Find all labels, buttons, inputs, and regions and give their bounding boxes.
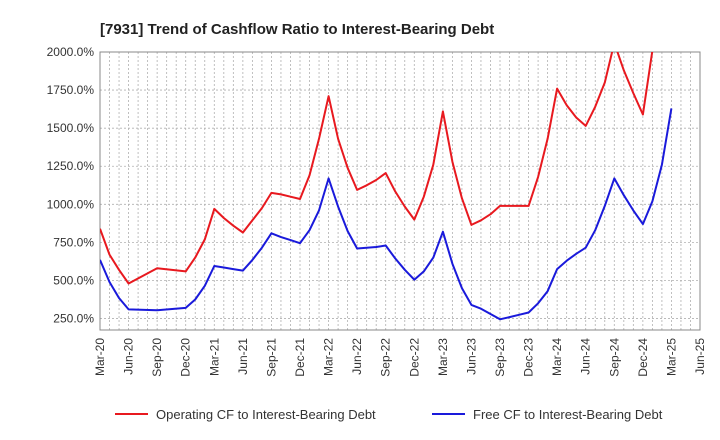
- x-tick-label: Jun-21: [236, 338, 250, 375]
- x-tick-label: Jun-25: [693, 338, 707, 375]
- x-tick-label: Mar-25: [664, 338, 678, 376]
- x-tick-label: Jun-24: [579, 338, 593, 375]
- x-tick-label: Dec-21: [293, 338, 307, 377]
- chart-title: [7931] Trend of Cashflow Ratio to Intere…: [100, 21, 494, 38]
- series-line-operating-cf: [100, 52, 654, 285]
- y-tick-label: 500.0%: [53, 273, 94, 287]
- plot-area-frame: [99, 51, 701, 331]
- x-tick-label: Mar-22: [322, 338, 336, 376]
- legend-label-operating-cf: Operating CF to Interest-Bearing Debt: [156, 407, 376, 422]
- y-tick-label: 2000.0%: [47, 45, 95, 59]
- y-tick-label: 1750.0%: [47, 83, 95, 97]
- x-tick-label: Dec-23: [522, 338, 536, 377]
- legend: Operating CF to Interest-Bearing Debt Fr…: [115, 407, 663, 422]
- y-tick-label: 1000.0%: [47, 197, 95, 211]
- y-axis-ticks: 250.0% 500.0% 750.0% 1000.0% 1250.0% 1500.0% 1…: [47, 45, 95, 326]
- x-tick-label: Dec-22: [407, 338, 421, 377]
- x-tick-label: Jun-22: [350, 338, 364, 375]
- y-tick-label: 750.0%: [53, 235, 94, 249]
- x-tick-label: Dec-24: [636, 338, 650, 377]
- x-tick-label: Mar-23: [436, 338, 450, 376]
- x-axis-ticks: Mar-20 Jun-20 Sep-20 Dec-20 Mar-21 Jun-21 Sep-…: [93, 338, 707, 377]
- x-tick-label: Sep-22: [379, 338, 393, 377]
- x-tick-label: Sep-20: [150, 338, 164, 377]
- y-tick-label: 250.0%: [53, 312, 94, 326]
- x-tick-label: Sep-21: [264, 338, 278, 377]
- x-tick-label: Sep-24: [607, 338, 621, 377]
- x-tick-label: Mar-20: [93, 338, 107, 376]
- y-tick-label: 1500.0%: [47, 121, 95, 135]
- y-tick-label: 1250.0%: [47, 159, 95, 173]
- x-tick-label: Mar-24: [550, 338, 564, 376]
- x-tick-label: Sep-23: [493, 338, 507, 377]
- x-tick-label: Mar-21: [207, 338, 221, 376]
- grid: [100, 51, 700, 330]
- legend-label-free-cf: Free CF to Interest-Bearing Debt: [473, 407, 663, 422]
- series-lines: [100, 52, 673, 321]
- x-tick-label: Dec-20: [179, 338, 193, 377]
- x-tick-label: Jun-20: [122, 338, 136, 375]
- x-tick-label: Jun-23: [464, 338, 478, 375]
- series-line-free-cf: [100, 108, 673, 321]
